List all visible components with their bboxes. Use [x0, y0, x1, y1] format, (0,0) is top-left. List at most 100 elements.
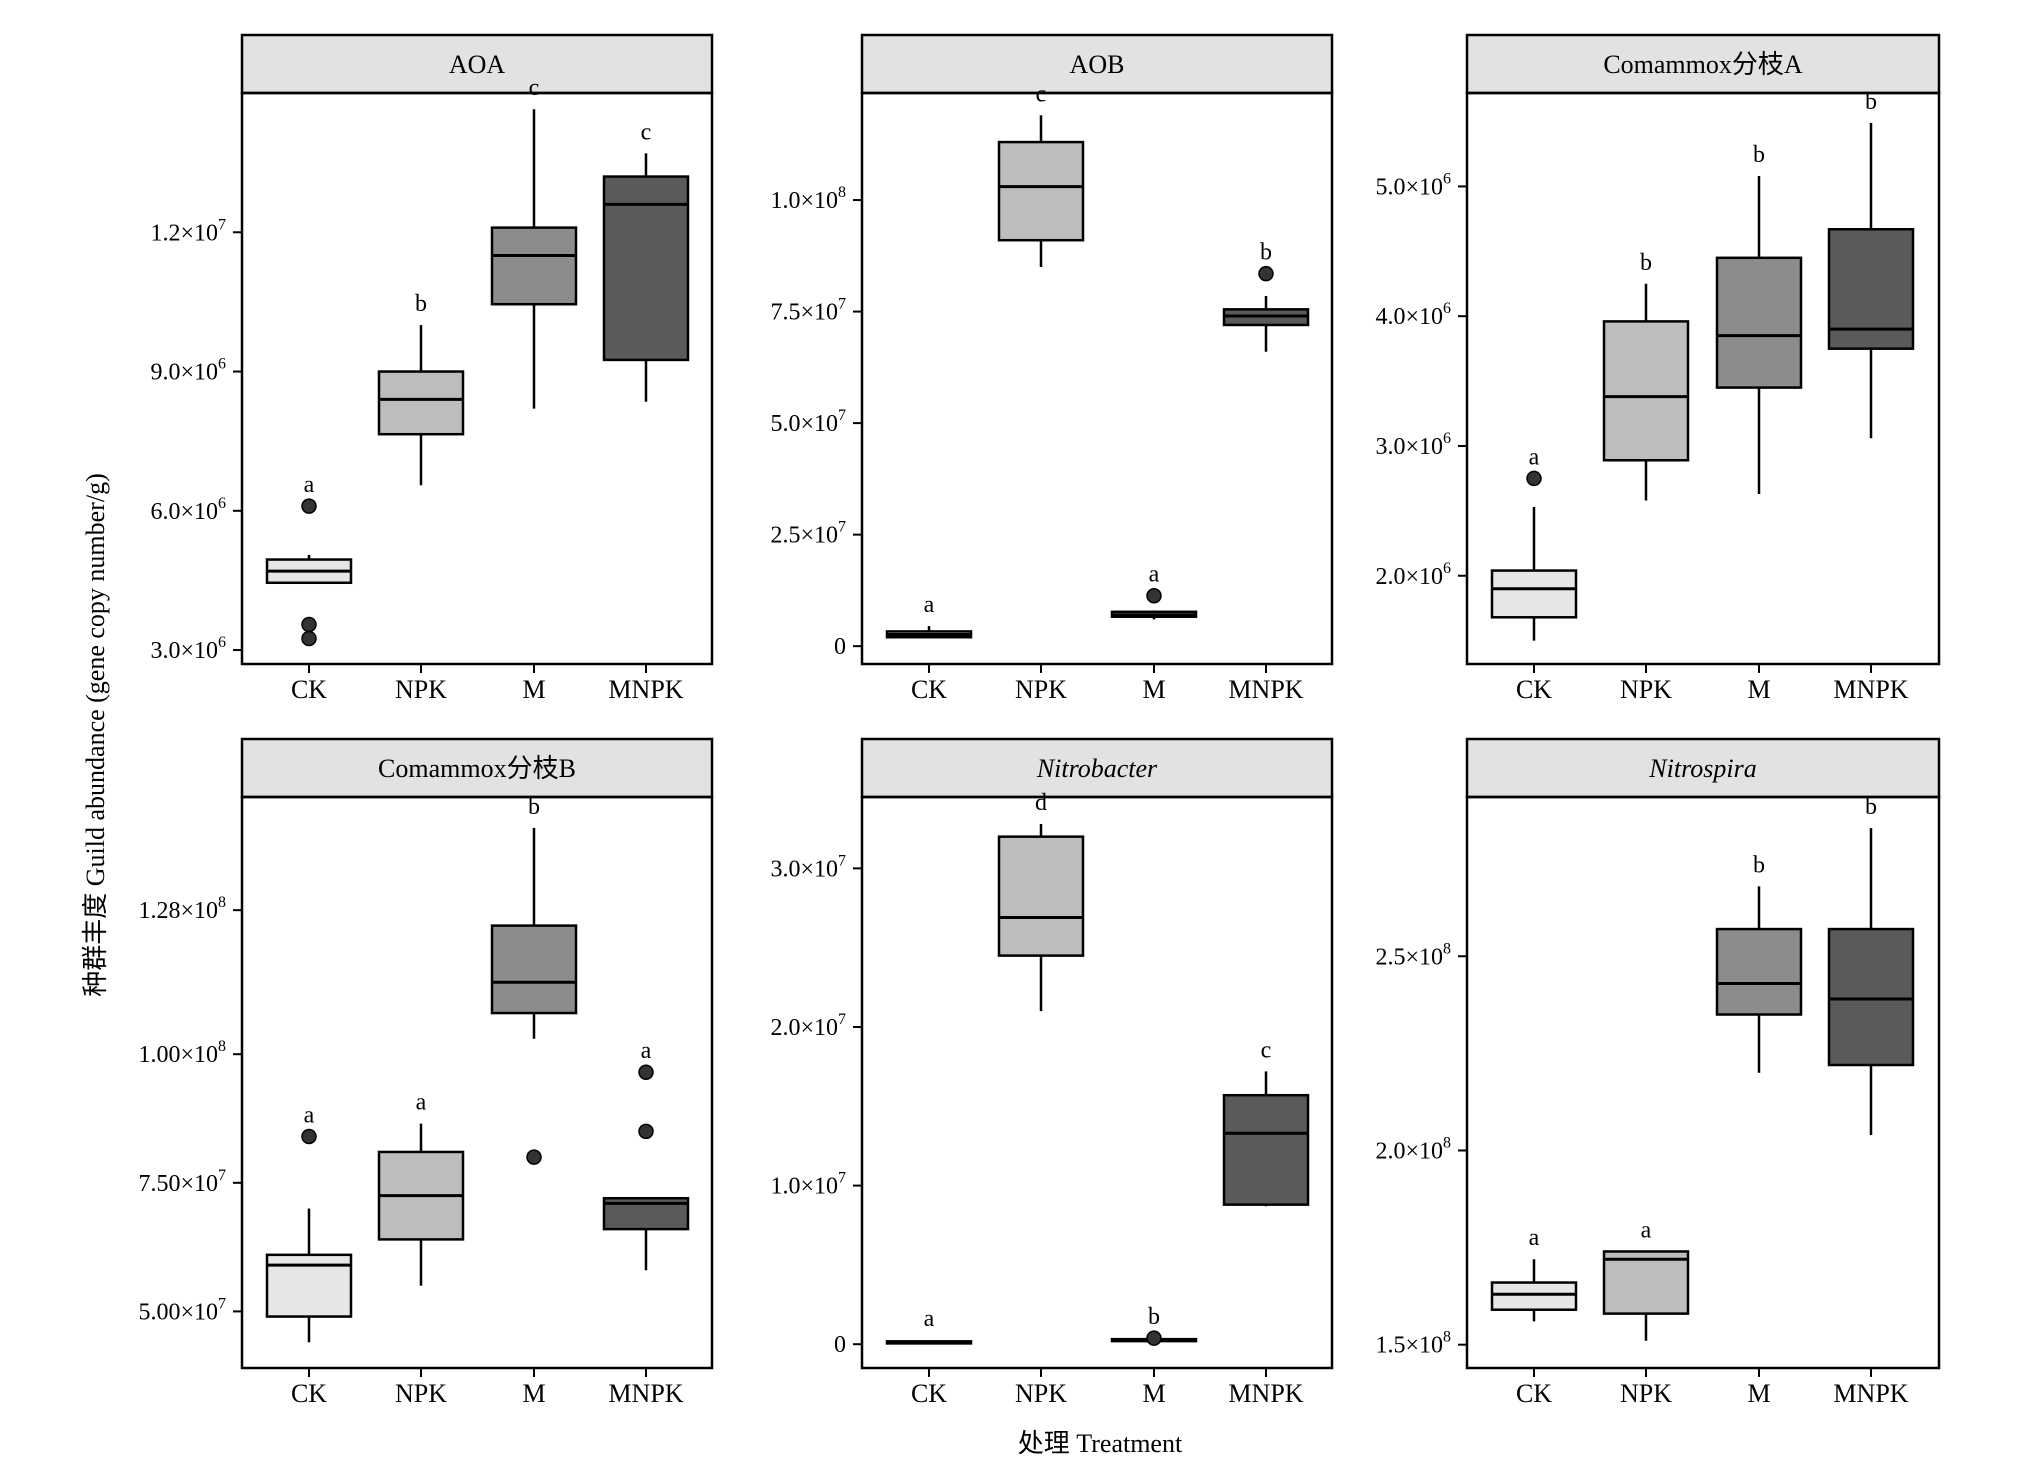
- x-tick-label: CK: [1516, 675, 1552, 704]
- panel-title: Nitrobacter: [1036, 754, 1158, 783]
- box-ck: a: [885, 592, 973, 639]
- significance-letter: a: [1529, 1225, 1540, 1251]
- box-body: [997, 835, 1085, 957]
- y-tick-label: 1.0×107: [770, 1170, 846, 1200]
- box-npk: c: [997, 81, 1085, 267]
- box-body: [997, 140, 1085, 242]
- y-tick-base: 1.28×10: [138, 898, 218, 924]
- x-tick-label: MNPK: [1833, 675, 1908, 704]
- x-tick-label: NPK: [1620, 675, 1672, 704]
- panel-strip: [860, 737, 1334, 799]
- y-tick-exponent: 7: [838, 519, 846, 536]
- significance-letter: a: [304, 472, 315, 498]
- significance-letter: c: [529, 75, 540, 101]
- box-m: b: [1715, 142, 1803, 494]
- y-tick-base: 7.50×10: [138, 1171, 218, 1197]
- y-tick-base: 2.5×10: [1375, 944, 1443, 970]
- panel-strip: [1465, 33, 1941, 95]
- x-tick-label: MNPK: [608, 675, 683, 704]
- significance-letter: a: [641, 1038, 652, 1064]
- box-npk: d: [997, 790, 1085, 1012]
- box-mnpk: a: [602, 1038, 690, 1271]
- significance-letter: a: [1529, 444, 1540, 470]
- significance-letter: b: [1753, 142, 1765, 168]
- box-npk: b: [1602, 250, 1690, 501]
- panel-3: Comammox分枝A2.0×1063.0×1064.0×1065.0×106C…: [1375, 33, 1941, 704]
- y-tick-label: 7.50×107: [138, 1167, 226, 1197]
- significance-letter: d: [1035, 790, 1047, 816]
- y-tick-base: 6.0×10: [150, 499, 218, 525]
- y-tick-exponent: 8: [218, 1038, 226, 1055]
- box-body: [1602, 1250, 1690, 1315]
- panel-5: Nitrobacter01.0×1072.0×1073.0×107CKaNPKd…: [770, 737, 1334, 1408]
- panel-title: Nitrospira: [1648, 754, 1756, 783]
- x-axis-title: 处理 Treatment: [1018, 1429, 1183, 1458]
- y-tick-label: 2.5×108: [1375, 940, 1451, 970]
- box-ck: a: [1490, 444, 1578, 641]
- box-body: [1602, 320, 1690, 462]
- box-npk: a: [1602, 1217, 1690, 1341]
- y-tick-base: 9.0×10: [150, 360, 218, 386]
- x-tick-label: CK: [291, 675, 327, 704]
- panel-strip: [1465, 737, 1941, 799]
- significance-letter: a: [1641, 1217, 1652, 1243]
- outlier-point: [301, 630, 317, 647]
- x-tick-label: CK: [911, 675, 947, 704]
- significance-letter: b: [415, 291, 427, 317]
- y-tick-base: 5.0×10: [1375, 174, 1443, 200]
- y-tick-exponent: 6: [218, 356, 226, 373]
- panel-strip: [860, 33, 1334, 95]
- y-tick-base: 1.0×10: [770, 188, 838, 214]
- panel-title: AOA: [449, 50, 506, 79]
- plot-frame: [240, 91, 714, 666]
- panel-2: AOB02.5×1075.0×1077.5×1071.0×108CKaNPKcM…: [770, 33, 1334, 704]
- plot-frame: [1465, 795, 1941, 1370]
- box-m: c: [490, 75, 578, 409]
- x-tick-label: NPK: [395, 1379, 447, 1408]
- outlier-point: [301, 1128, 317, 1145]
- y-tick-label: 7.5×107: [770, 296, 846, 326]
- y-tick-base: 0: [834, 1332, 846, 1358]
- y-tick-label: 2.0×108: [1375, 1134, 1451, 1164]
- y-tick-base: 1.0×10: [770, 1174, 838, 1200]
- plot-frame: [860, 795, 1334, 1370]
- y-tick-base: 3.0×10: [150, 638, 218, 664]
- panel-title: Comammox分枝B: [378, 754, 576, 783]
- outlier-point: [1258, 265, 1274, 282]
- outlier-point: [638, 1123, 654, 1140]
- box-m: a: [1110, 562, 1198, 620]
- x-tick-label: M: [1142, 675, 1165, 704]
- y-tick-base: 3.0×10: [770, 856, 838, 882]
- x-tick-label: NPK: [1015, 675, 1067, 704]
- x-tick-label: CK: [1516, 1379, 1552, 1408]
- plot-frame: [860, 91, 1334, 666]
- y-tick-base: 5.00×10: [138, 1299, 218, 1325]
- y-tick-exponent: 6: [1443, 300, 1451, 317]
- y-tick-exponent: 6: [1443, 170, 1451, 187]
- y-tick-exponent: 6: [218, 634, 226, 651]
- panel-1: AOA3.0×1066.0×1069.0×1061.2×107CKaNPKbMc…: [150, 33, 714, 704]
- panel-strip: [240, 737, 714, 799]
- x-tick-label: NPK: [395, 675, 447, 704]
- outlier-point: [301, 498, 317, 514]
- y-tick-label: 5.0×107: [770, 407, 846, 437]
- y-tick-base: 3.0×10: [1375, 434, 1443, 460]
- box-ck: a: [265, 472, 353, 647]
- significance-letter: b: [1865, 89, 1877, 115]
- significance-letter: a: [1149, 562, 1160, 588]
- x-tick-label: CK: [291, 1379, 327, 1408]
- panel-6: Nitrospira1.5×1082.0×1082.5×108CKaNPKaMb…: [1375, 737, 1941, 1408]
- y-tick-base: 1.5×10: [1375, 1333, 1443, 1359]
- box-body: [602, 175, 690, 362]
- panel-title: Comammox分枝A: [1603, 50, 1803, 79]
- x-tick-label: NPK: [1620, 1379, 1672, 1408]
- significance-letter: b: [1865, 794, 1877, 820]
- plot-frame: [240, 795, 714, 1370]
- outlier-point: [1146, 587, 1162, 604]
- y-tick-label: 1.28×108: [138, 894, 226, 924]
- y-tick-label: 1.5×108: [1375, 1329, 1451, 1359]
- box-npk: a: [377, 1090, 465, 1286]
- outlier-point: [1146, 1330, 1162, 1346]
- x-tick-label: MNPK: [1228, 1379, 1303, 1408]
